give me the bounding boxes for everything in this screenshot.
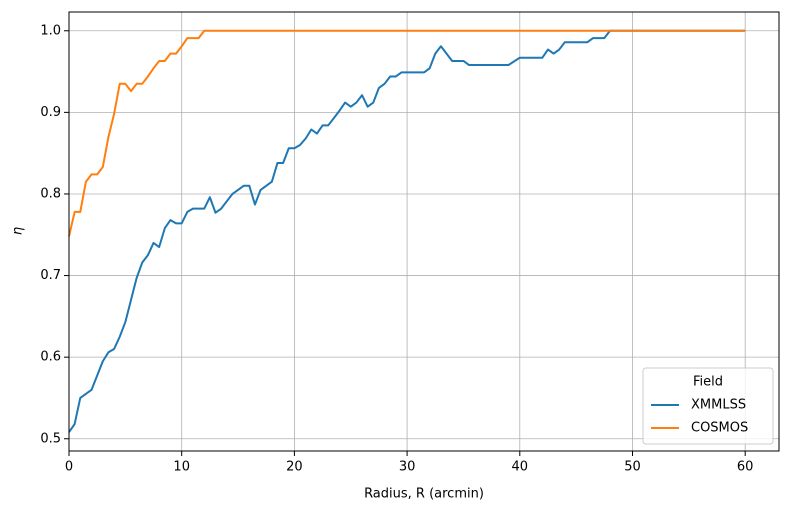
- x-axis-label: Radius, R (arcmin): [364, 487, 484, 502]
- x-tick-label: 20: [286, 460, 303, 475]
- y-axis-label: η: [11, 227, 26, 235]
- series-line: [68, 29, 746, 433]
- legend: Field XMMLSS COSMOS: [642, 367, 774, 445]
- plot-frame: [68, 11, 780, 452]
- y-tick-label: 0.7: [40, 268, 61, 283]
- x-tick-label: 10: [173, 460, 190, 475]
- legend-label: XMMLSS: [691, 398, 746, 413]
- series-line: [68, 29, 746, 237]
- legend-label: COSMOS: [691, 421, 748, 436]
- x-tick-label: 30: [399, 460, 416, 475]
- y-tick-label: 1.0: [40, 23, 61, 38]
- y-tick-label: 0.8: [40, 186, 61, 201]
- x-tick-label: 60: [737, 460, 754, 475]
- y-tick-label: 0.9: [40, 105, 61, 120]
- x-tick-label: 0: [65, 460, 73, 475]
- y-tick-label: 0.5: [40, 431, 61, 446]
- y-tick-label: 0.6: [40, 350, 61, 365]
- x-tick-label: 40: [512, 460, 529, 475]
- x-tick-label: 50: [624, 460, 641, 475]
- legend-box: [642, 367, 774, 445]
- legend-title: Field: [693, 375, 723, 390]
